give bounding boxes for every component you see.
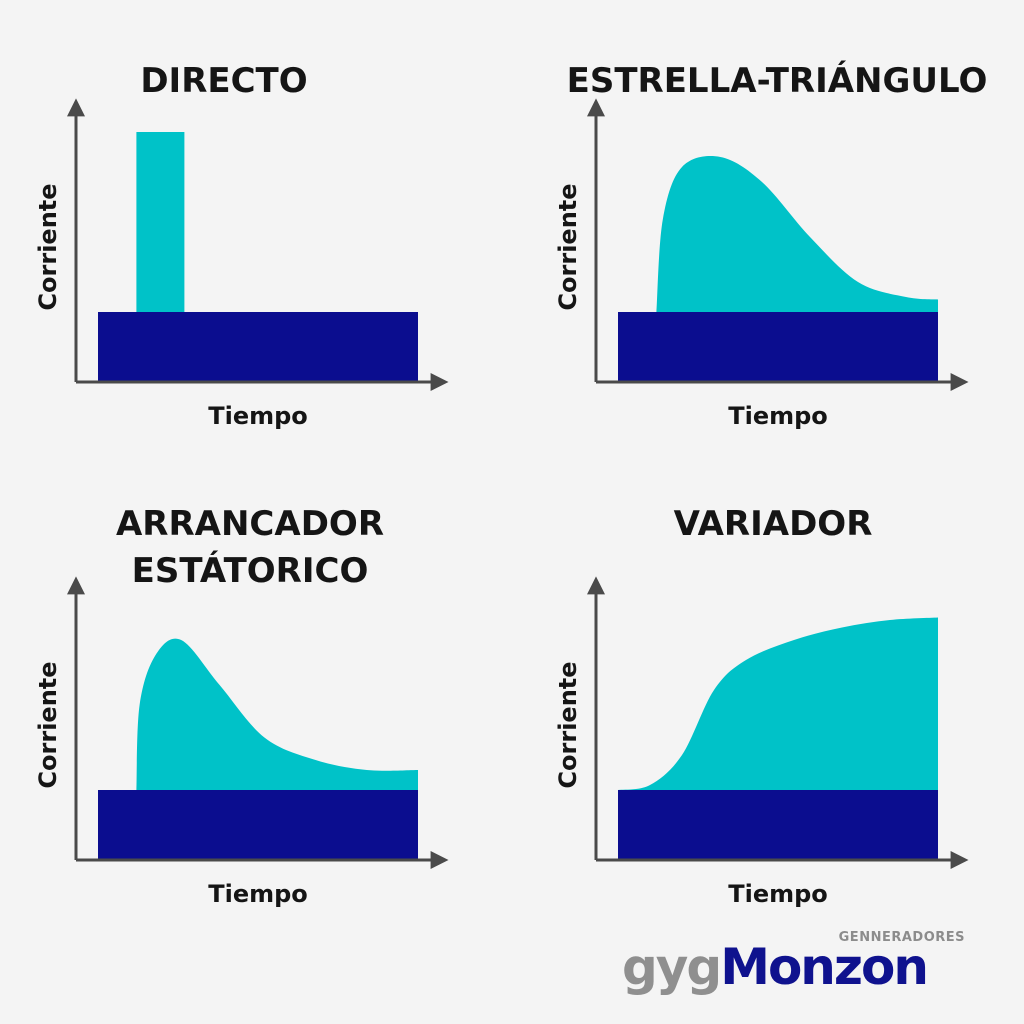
gyg-monzon-logo: GENNERADORES gygMonzon xyxy=(622,928,967,998)
extra-current-area xyxy=(618,617,938,792)
base-current-block xyxy=(618,790,938,860)
chart-2: ESTRELLA-TRIÁNGULO Tiempo Corriente xyxy=(554,60,987,430)
chart-title-line: DIRECTO xyxy=(140,61,307,101)
extra-current-area xyxy=(656,156,938,314)
y-axis-label: Corriente xyxy=(554,661,582,788)
base-current-block xyxy=(98,312,418,382)
base-current-block xyxy=(618,312,938,382)
extra-current-area xyxy=(136,132,185,312)
chart-3: ARRANCADOR ESTÁTORICO Tiempo Corriente xyxy=(34,504,449,908)
chart-1: DIRECTO Tiempo Corriente xyxy=(34,61,449,430)
base-current-block xyxy=(98,790,418,860)
logo-monzon-text: Monzon xyxy=(720,938,929,996)
chart-title-line: ESTÁTORICO xyxy=(132,550,369,591)
x-axis-label: Tiempo xyxy=(728,880,828,908)
extra-current-area xyxy=(136,638,418,792)
chart-title-line: ESTRELLA-TRIÁNGULO xyxy=(567,60,988,101)
chart-title-line: VARIADOR xyxy=(674,504,873,544)
logo-wordmark: gygMonzon xyxy=(622,932,929,1002)
x-axis-label: Tiempo xyxy=(208,880,308,908)
chart-4: VARIADOR Tiempo Corriente xyxy=(554,504,969,908)
x-axis-label: Tiempo xyxy=(208,402,308,430)
logo-top-text: GENNERADORES xyxy=(838,930,965,945)
y-axis-label: Corriente xyxy=(554,183,582,310)
y-axis-label: Corriente xyxy=(34,661,62,788)
y-axis-label: Corriente xyxy=(34,183,62,310)
chart-title-line: ARRANCADOR xyxy=(116,504,384,544)
logo-gyg-text: gyg xyxy=(622,938,722,996)
x-axis-label: Tiempo xyxy=(728,402,828,430)
